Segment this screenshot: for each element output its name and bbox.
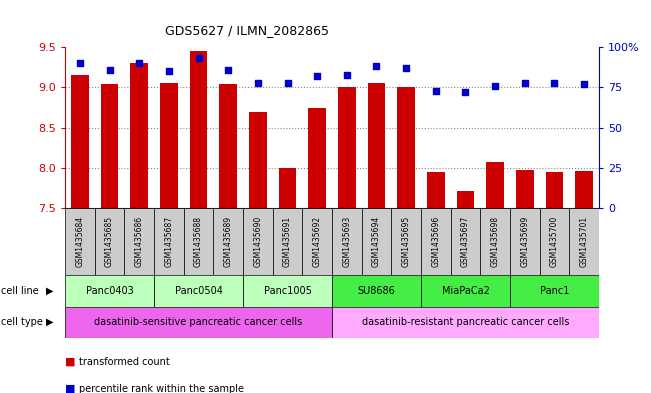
Text: Panc0504: Panc0504 <box>174 286 223 296</box>
Text: transformed count: transformed count <box>79 356 170 367</box>
Bar <box>510 208 540 275</box>
Bar <box>368 83 385 208</box>
Bar <box>243 275 332 307</box>
Text: ■: ■ <box>65 356 76 367</box>
Point <box>371 63 381 70</box>
Bar <box>397 87 415 208</box>
Bar <box>154 208 184 275</box>
Text: GSM1435697: GSM1435697 <box>461 216 470 267</box>
Point <box>283 79 293 86</box>
Bar <box>184 208 214 275</box>
Text: percentile rank within the sample: percentile rank within the sample <box>79 384 244 393</box>
Text: MiaPaCa2: MiaPaCa2 <box>441 286 490 296</box>
Bar <box>456 191 475 208</box>
Text: ▶: ▶ <box>46 317 53 327</box>
Text: GSM1435693: GSM1435693 <box>342 216 352 267</box>
Point <box>490 83 501 89</box>
Text: GDS5627 / ILMN_2082865: GDS5627 / ILMN_2082865 <box>165 24 329 37</box>
Bar <box>338 87 355 208</box>
Text: ▶: ▶ <box>46 286 53 296</box>
Text: GSM1435689: GSM1435689 <box>224 216 232 267</box>
Point <box>519 79 530 86</box>
Text: GSM1435694: GSM1435694 <box>372 216 381 267</box>
Bar <box>362 208 391 275</box>
Text: GSM1435699: GSM1435699 <box>520 216 529 267</box>
Text: Panc0403: Panc0403 <box>86 286 133 296</box>
Text: GSM1435692: GSM1435692 <box>312 216 322 267</box>
Point <box>193 55 204 62</box>
Bar <box>421 208 450 275</box>
Bar <box>65 275 154 307</box>
Bar <box>160 83 178 208</box>
Text: cell line: cell line <box>1 286 38 296</box>
Bar <box>273 208 302 275</box>
Bar <box>575 171 593 208</box>
Bar <box>332 208 362 275</box>
Bar <box>65 307 332 338</box>
Bar <box>427 172 445 208</box>
Text: GSM1435684: GSM1435684 <box>76 216 85 267</box>
Text: GSM1435701: GSM1435701 <box>579 216 589 267</box>
Bar <box>189 51 208 208</box>
Point <box>579 81 589 87</box>
Bar <box>569 208 599 275</box>
Bar <box>124 208 154 275</box>
Bar <box>154 275 243 307</box>
Bar <box>279 168 296 208</box>
Text: GSM1435690: GSM1435690 <box>253 216 262 267</box>
Point <box>223 66 234 73</box>
Text: GSM1435698: GSM1435698 <box>491 216 499 267</box>
Bar <box>421 275 510 307</box>
Bar <box>101 84 118 208</box>
Text: SU8686: SU8686 <box>357 286 395 296</box>
Bar <box>486 162 504 208</box>
Bar <box>65 208 95 275</box>
Point <box>342 72 352 78</box>
Text: GSM1435688: GSM1435688 <box>194 216 203 267</box>
Point <box>430 88 441 94</box>
Text: GSM1435700: GSM1435700 <box>550 216 559 267</box>
Point <box>75 60 85 66</box>
Bar <box>219 84 237 208</box>
Bar <box>332 275 421 307</box>
Bar <box>302 208 332 275</box>
Bar <box>516 171 534 208</box>
Text: dasatinib-sensitive pancreatic cancer cells: dasatinib-sensitive pancreatic cancer ce… <box>94 317 303 327</box>
Point <box>134 60 145 66</box>
Bar <box>71 75 89 208</box>
Bar <box>214 208 243 275</box>
Point <box>104 66 115 73</box>
Text: ■: ■ <box>65 384 76 393</box>
Text: dasatinib-resistant pancreatic cancer cells: dasatinib-resistant pancreatic cancer ce… <box>362 317 569 327</box>
Bar <box>130 63 148 208</box>
Bar <box>309 108 326 208</box>
Text: Panc1: Panc1 <box>540 286 569 296</box>
Bar <box>249 112 267 208</box>
Bar <box>95 208 124 275</box>
Bar <box>332 307 599 338</box>
Text: GSM1435687: GSM1435687 <box>165 216 173 267</box>
Point <box>401 65 411 71</box>
Bar <box>540 208 569 275</box>
Bar <box>450 208 480 275</box>
Text: cell type: cell type <box>1 317 42 327</box>
Bar <box>243 208 273 275</box>
Text: GSM1435695: GSM1435695 <box>402 216 411 267</box>
Point <box>549 79 560 86</box>
Text: GSM1435685: GSM1435685 <box>105 216 114 267</box>
Text: GSM1435691: GSM1435691 <box>283 216 292 267</box>
Text: GSM1435686: GSM1435686 <box>135 216 144 267</box>
Point <box>460 89 471 95</box>
Point <box>163 68 174 75</box>
Bar <box>391 208 421 275</box>
Bar <box>480 208 510 275</box>
Point <box>312 73 322 79</box>
Point <box>253 79 263 86</box>
Text: GSM1435696: GSM1435696 <box>432 216 440 267</box>
Bar <box>546 172 563 208</box>
Bar <box>510 275 599 307</box>
Text: Panc1005: Panc1005 <box>264 286 311 296</box>
